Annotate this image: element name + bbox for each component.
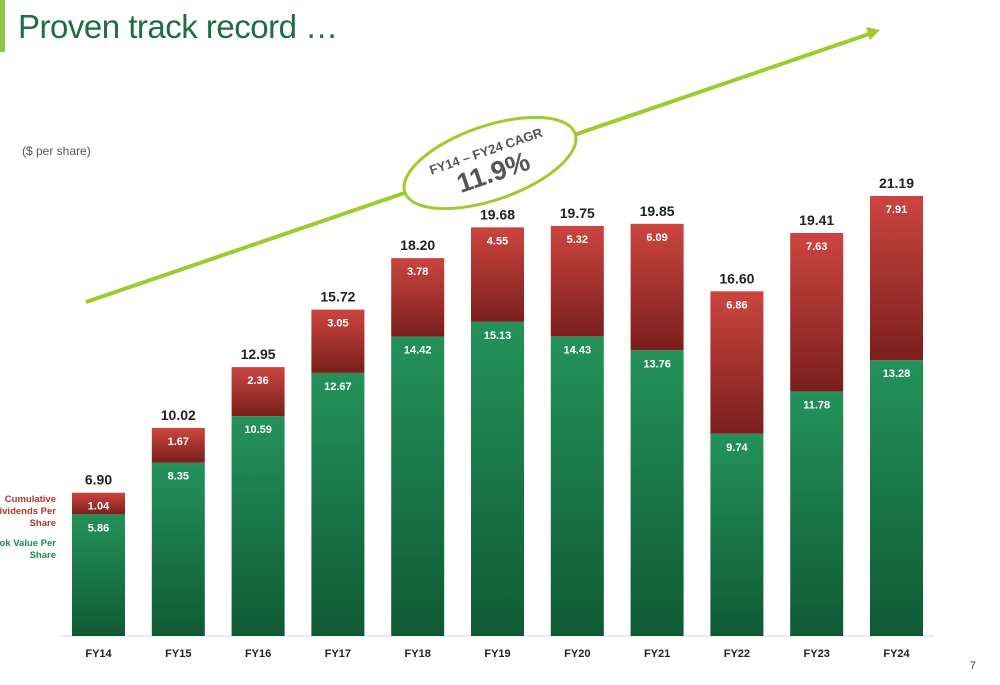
- bar-book-value-label: 13.28: [883, 368, 911, 380]
- bar-book-value: [151, 462, 205, 636]
- title-accent-bar: [0, 0, 5, 52]
- bar-book-value-label: 11.78: [803, 399, 830, 411]
- bar-book-value-label: 14.42: [404, 345, 432, 357]
- x-tick-label: FY24: [883, 648, 910, 660]
- page-number: 7: [969, 660, 976, 672]
- bar-dividends-label: 7.63: [806, 241, 827, 253]
- bar-total-label: 10.02: [161, 407, 196, 423]
- bar-total-label: 18.20: [400, 237, 435, 253]
- bar-total-label: 21.19: [879, 175, 914, 191]
- cagr-trend-group: FY14 – FY24 CAGR 11.9%: [85, 27, 880, 304]
- bar-total-label: 15.72: [320, 289, 355, 305]
- cagr-ellipse: [402, 115, 578, 211]
- bar-book-value-label: 10.59: [244, 424, 272, 436]
- x-tick-label: FY20: [564, 648, 590, 660]
- bar-total-label: 12.95: [241, 346, 276, 362]
- bar-book-value: [790, 391, 844, 636]
- bar-total-label: 19.68: [480, 206, 515, 222]
- bar-book-value: [710, 433, 764, 636]
- bar-dividends-label: 6.09: [646, 232, 667, 244]
- bar-dividends-label: 3.05: [327, 318, 348, 330]
- x-tick-label: FY19: [484, 648, 510, 660]
- legend-book-value: Book Value Per Share: [0, 538, 56, 561]
- bar-book-value-label: 15.13: [484, 330, 512, 342]
- x-tick-label: FY15: [165, 648, 191, 660]
- bar-dividends: [311, 309, 365, 373]
- bar-dividends: [790, 232, 844, 392]
- bar-dividends: [870, 196, 923, 361]
- bar-book-value-label: 12.67: [324, 381, 352, 393]
- bar-total-label: 16.60: [719, 270, 754, 286]
- bar-dividends: [391, 258, 445, 337]
- bar-dividends-label: 5.32: [567, 234, 588, 246]
- bar-book-value-label: 9.74: [726, 442, 748, 454]
- bar-dividends-label: 3.78: [407, 266, 428, 278]
- bar-book-value: [471, 321, 524, 636]
- bar-dividends: [471, 227, 524, 322]
- bar-dividends: [231, 367, 285, 417]
- x-tick-label: FY21: [644, 648, 670, 660]
- bar-total-label: 19.85: [640, 203, 675, 219]
- page-title: Proven track record …: [18, 8, 338, 45]
- legend-dividends: Cumulative Dividends Per Share: [0, 494, 56, 529]
- bar-dividends: [630, 223, 684, 351]
- bar-book-value: [311, 372, 365, 636]
- x-tick-label: FY22: [724, 648, 750, 660]
- bar-dividends: [710, 291, 764, 434]
- bar-dividends: [151, 427, 205, 463]
- bar-total-label: 19.41: [799, 212, 834, 228]
- bar-total-label: 6.90: [85, 472, 112, 488]
- bar-dividends-label: 4.55: [487, 235, 508, 247]
- bar-book-value-label: 13.76: [643, 358, 671, 370]
- bar-dividends-label: 1.04: [88, 501, 110, 513]
- bar-book-value-label: 14.43: [564, 344, 592, 356]
- bar-book-value: [391, 336, 445, 636]
- unit-label: ($ per share): [22, 144, 91, 158]
- bar-book-value: [72, 514, 125, 636]
- x-tick-label: FY23: [804, 648, 830, 660]
- bar-dividends-label: 6.86: [726, 299, 747, 311]
- x-tick-label: FY14: [85, 648, 112, 660]
- x-tick-label: FY17: [325, 648, 351, 660]
- trend-arrow-head: [866, 27, 880, 40]
- bar-dividends-label: 1.67: [168, 436, 189, 448]
- x-tick-label: FY18: [405, 648, 431, 660]
- bar-dividends: [72, 492, 125, 515]
- bar-book-value-label: 8.35: [168, 471, 189, 483]
- bar-dividends-label: 2.36: [247, 375, 268, 387]
- bar-book-value: [870, 360, 923, 636]
- bar-dividends: [550, 225, 604, 337]
- bar-book-value-label: 5.86: [88, 522, 109, 534]
- bar-book-value: [550, 336, 604, 636]
- bar-book-value: [231, 416, 285, 636]
- bar-dividends-label: 7.91: [886, 204, 907, 216]
- x-tick-label: FY16: [245, 648, 271, 660]
- bar-total-label: 19.75: [560, 205, 595, 221]
- bar-book-value: [630, 350, 684, 636]
